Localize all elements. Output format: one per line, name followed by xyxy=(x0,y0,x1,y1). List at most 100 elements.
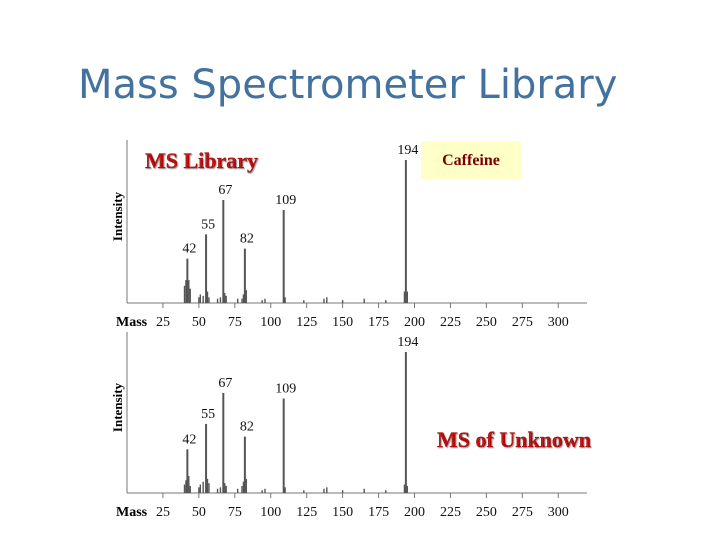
peak-label: 55 xyxy=(201,407,215,422)
minor-peak xyxy=(341,490,344,493)
minor-peak xyxy=(406,485,409,493)
minor-peak xyxy=(363,488,365,493)
minor-peak xyxy=(363,298,365,303)
minor-peak xyxy=(385,300,387,303)
peak xyxy=(222,200,225,303)
minor-peak xyxy=(185,280,187,303)
minor-peak xyxy=(326,487,328,493)
x-tick-label: 150 xyxy=(332,315,353,330)
minor-peak xyxy=(206,291,209,303)
minor-peak xyxy=(199,484,202,493)
x-axis-label: Mass xyxy=(116,315,148,330)
minor-peak xyxy=(264,488,266,493)
minor-peak xyxy=(188,280,190,303)
minor-peak xyxy=(323,298,325,303)
minor-peak xyxy=(224,292,226,303)
minor-peak xyxy=(236,488,239,493)
minor-peak xyxy=(225,295,227,303)
minor-peak xyxy=(403,484,406,493)
minor-peak xyxy=(241,485,243,493)
x-tick-label: 150 xyxy=(332,505,353,520)
peak xyxy=(186,449,189,493)
minor-peak xyxy=(189,485,191,493)
x-tick-label: 125 xyxy=(296,315,317,330)
slide-title: Mass Spectrometer Library xyxy=(78,62,617,108)
minor-peak xyxy=(284,297,286,303)
peak-label: 109 xyxy=(275,193,296,208)
x-tick-label: 300 xyxy=(548,505,569,520)
peak xyxy=(404,160,407,303)
x-tick-label: 100 xyxy=(260,505,281,520)
minor-peak xyxy=(202,295,204,303)
minor-peak xyxy=(326,297,328,303)
x-tick-label: 50 xyxy=(192,505,206,520)
peak-label: 67 xyxy=(218,376,232,391)
peak-label: 67 xyxy=(218,183,232,198)
x-tick-label: 100 xyxy=(260,315,281,330)
minor-peak xyxy=(403,291,406,303)
peak-label: 109 xyxy=(275,382,296,397)
x-tick-label: 300 xyxy=(548,315,569,330)
x-tick-label: 25 xyxy=(156,505,170,520)
chart-label: MS Library xyxy=(145,148,258,173)
peak-label: 194 xyxy=(397,143,418,158)
x-tick-label: 25 xyxy=(156,315,170,330)
x-tick-label: 250 xyxy=(476,315,497,330)
peak-label: 55 xyxy=(201,217,215,232)
x-axis-label: Mass xyxy=(116,505,148,520)
x-tick-label: 250 xyxy=(476,505,497,520)
minor-peak xyxy=(242,481,245,493)
x-tick-label: 175 xyxy=(368,505,389,520)
minor-peak xyxy=(242,294,245,303)
minor-peak xyxy=(208,483,210,493)
peak xyxy=(222,392,225,493)
minor-peak xyxy=(198,487,200,493)
y-axis-label: Intensity xyxy=(110,191,125,241)
minor-peak xyxy=(323,488,325,493)
minor-peak xyxy=(225,485,227,493)
y-axis-label: Intensity xyxy=(110,382,125,432)
peak xyxy=(243,248,246,303)
minor-peak xyxy=(245,478,248,493)
minor-peak xyxy=(303,490,305,493)
peak-label: 82 xyxy=(240,420,254,435)
x-tick-label: 50 xyxy=(192,315,206,330)
minor-peak xyxy=(219,487,222,493)
minor-peak xyxy=(303,300,305,303)
minor-peak xyxy=(241,298,243,303)
minor-peak xyxy=(188,476,190,493)
peak-label: 42 xyxy=(182,242,196,257)
x-tick-label: 275 xyxy=(512,505,533,520)
peak-label: 42 xyxy=(182,432,196,447)
peak xyxy=(243,436,246,493)
minor-peak xyxy=(183,285,186,303)
peak xyxy=(205,423,208,493)
x-tick-label: 175 xyxy=(368,315,389,330)
minor-peak xyxy=(385,490,387,493)
peak-label: 82 xyxy=(240,232,254,247)
x-tick-label: 225 xyxy=(440,315,461,330)
peak xyxy=(282,210,285,303)
minor-peak xyxy=(216,298,219,303)
peak xyxy=(186,258,189,303)
peak xyxy=(282,398,285,493)
minor-peak xyxy=(202,481,204,493)
minor-peak xyxy=(219,297,222,303)
minor-peak xyxy=(284,487,286,493)
minor-peak xyxy=(185,480,187,493)
minor-peak xyxy=(224,483,226,493)
annotation: Caffeine xyxy=(442,152,500,169)
x-tick-label: 200 xyxy=(404,315,425,330)
minor-peak xyxy=(208,297,210,303)
x-tick-label: 225 xyxy=(440,505,461,520)
minor-peak xyxy=(406,291,409,303)
x-tick-label: 125 xyxy=(296,505,317,520)
minor-peak xyxy=(206,478,209,493)
minor-peak xyxy=(245,290,248,303)
x-tick-label: 75 xyxy=(228,505,242,520)
x-tick-label: 275 xyxy=(512,315,533,330)
x-tick-label: 75 xyxy=(228,315,242,330)
peak xyxy=(205,234,208,303)
minor-peak xyxy=(236,298,239,303)
